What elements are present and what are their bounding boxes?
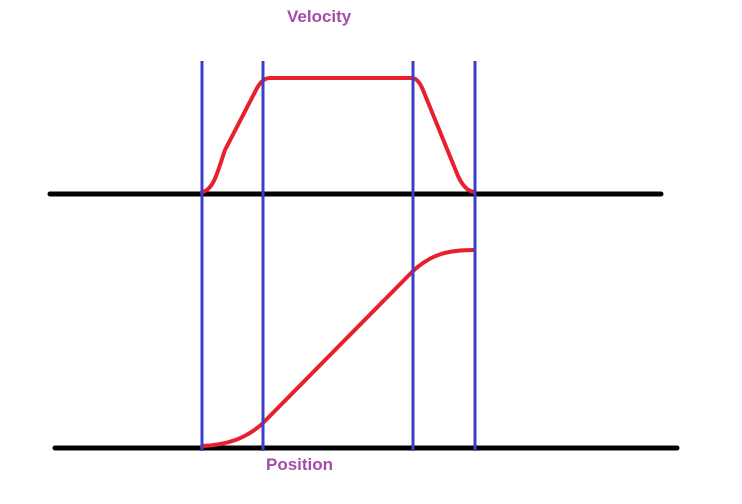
velocity-label: Velocity [287, 7, 352, 26]
position-curve [200, 248, 476, 448]
velocity-curve [200, 76, 476, 194]
position-label: Position [266, 455, 334, 474]
